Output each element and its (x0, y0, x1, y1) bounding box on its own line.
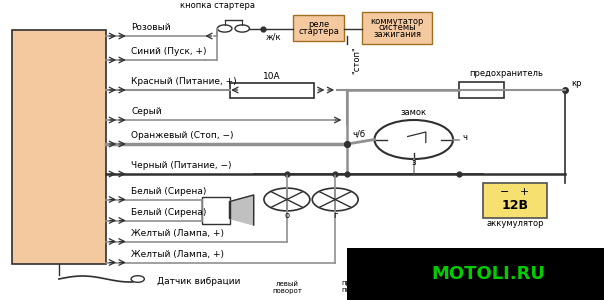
FancyBboxPatch shape (347, 248, 604, 300)
Text: кр: кр (571, 80, 581, 88)
Text: Серый: Серый (131, 107, 162, 116)
FancyBboxPatch shape (12, 30, 106, 264)
Text: Оранжевый (Стоп, −): Оранжевый (Стоп, −) (131, 131, 234, 140)
Text: системы: системы (378, 23, 416, 32)
FancyBboxPatch shape (293, 15, 344, 40)
Text: −   +: − + (500, 187, 530, 196)
Text: зажигания: зажигания (373, 30, 421, 39)
Text: Черный (Питание, −): Черный (Питание, −) (131, 161, 231, 170)
Text: кнопка стартера: кнопка стартера (180, 2, 255, 10)
Text: з: з (411, 158, 416, 167)
Text: Датчик вибрации: Датчик вибрации (157, 278, 240, 286)
FancyBboxPatch shape (230, 82, 314, 98)
Text: Розовый: Розовый (131, 23, 171, 32)
Text: о: о (284, 212, 289, 220)
Text: коммутатор: коммутатор (370, 16, 424, 26)
Text: замок: замок (400, 109, 427, 118)
Text: ч/б: ч/б (353, 130, 366, 139)
Text: "стоп": "стоп" (352, 46, 361, 74)
FancyBboxPatch shape (483, 183, 547, 218)
Text: 10А: 10А (263, 72, 281, 81)
Text: Желтый (Лампа, +): Желтый (Лампа, +) (131, 250, 224, 259)
Text: Белый (Сирена): Белый (Сирена) (131, 208, 207, 217)
Text: предохранитель: предохранитель (469, 70, 543, 79)
Text: ч: ч (463, 133, 467, 142)
Text: г: г (333, 212, 338, 220)
Text: левый
поворот: левый поворот (272, 280, 302, 293)
Text: пр.
по.: пр. по. (342, 280, 353, 293)
Text: ж/к: ж/к (266, 33, 281, 42)
Text: 12В: 12В (501, 199, 528, 212)
FancyBboxPatch shape (362, 12, 432, 43)
Text: реле: реле (308, 20, 329, 28)
Text: стартера: стартера (298, 27, 339, 36)
FancyBboxPatch shape (459, 82, 504, 98)
Text: Красный (Питание, +): Красный (Питание, +) (131, 77, 237, 86)
Text: Синий (Пуск, +): Синий (Пуск, +) (131, 47, 207, 56)
Text: аккумулятор: аккумулятор (486, 220, 544, 229)
FancyBboxPatch shape (202, 196, 230, 224)
Text: Желтый (Лампа, +): Желтый (Лампа, +) (131, 229, 224, 238)
Text: Белый (Сирена): Белый (Сирена) (131, 187, 207, 196)
Polygon shape (230, 195, 254, 225)
Text: MOTOLI.RU: MOTOLI.RU (431, 265, 545, 283)
